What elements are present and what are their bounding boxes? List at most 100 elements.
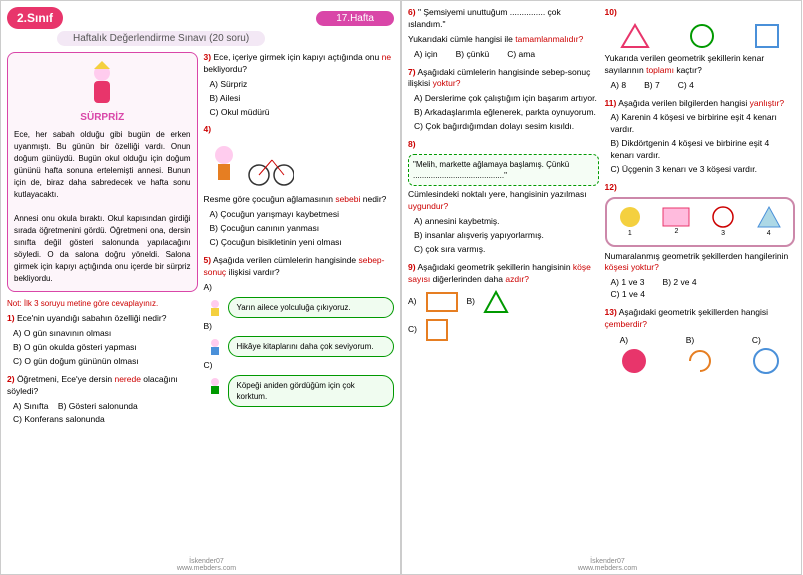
filled-circle-icon (618, 205, 642, 229)
q7-opt-a: A) Derslerime çok çalıştığım için başarı… (414, 93, 599, 105)
q13-opt-b: B) (686, 335, 714, 375)
q13-opt-c: C) (752, 335, 780, 375)
question-3: 3) Ece, içeriye girmek için kapıyı açtığ… (204, 52, 395, 118)
q12-opt-c: C) 1 ve 4 (611, 289, 796, 301)
filled-circle-icon (620, 347, 648, 375)
q11-opt-b: B) Dikdörtgenin 4 köşesi ve birbirine eş… (611, 138, 796, 162)
q13-num: 13) (605, 307, 617, 317)
story-text: Ece, her sabah olduğu gibi bugün de erke… (14, 129, 191, 285)
q3-opt-a: A) Sürpriz (210, 79, 395, 91)
q2-opt-a: A) Sınıfta B) Gösteri salonunda (13, 401, 198, 413)
q10-opt-b: B) 7 (644, 80, 660, 92)
q4-num: 4) (204, 124, 212, 134)
question-11: 11) Aşağıda verilen bilgilerden hangisi … (605, 98, 796, 176)
q9-opt-c: C) (408, 324, 417, 336)
circle-outline-icon (752, 347, 780, 375)
question-4: 4) Resme göre çocuğun ağlamasının sebebi… (204, 124, 395, 248)
filled-rect-icon (662, 207, 690, 227)
col-4: 10) Yukarıda verilen geometrik şekilleri… (605, 7, 796, 562)
q4-image (204, 140, 395, 190)
subtitle: Haftalık Değerlendirme Sınavı (20 soru) (57, 31, 265, 46)
story-box: SÜRPRİZ Ece, her sabah olduğu gibi bugün… (7, 52, 198, 292)
page-right: 6) " Şemsiyemi unuttuğum ...............… (401, 0, 802, 575)
question-5: 5) Aşağıda verilen cümlelerin hangisinde… (204, 255, 395, 407)
q6-num: 6) (408, 7, 416, 17)
child-icon (205, 376, 225, 396)
q6-opt-b: B) çünkü (456, 49, 490, 61)
footer-left: İskender07www.mebders.com (7, 558, 406, 572)
col-2: 3) Ece, içeriye girmek için kapıyı açtığ… (204, 52, 395, 562)
q8-num: 8) (408, 139, 416, 149)
q12-shapes: 1 2 3 4 (605, 197, 796, 247)
story-title: SÜRPRİZ (14, 111, 191, 125)
note: Not: İlk 3 soruyu metine göre cevaplayın… (7, 298, 198, 309)
q11-opt-a: A) Karenin 4 köşesi ve birbirine eşit 4 … (611, 112, 796, 136)
q12-opt-b: B) 2 ve 4 (663, 277, 697, 289)
q1-opt-b: B) O gün okulda gösteri yapması (13, 342, 198, 354)
filled-triangle-icon (756, 205, 782, 229)
q10-num: 10) (605, 7, 617, 17)
q9-opt-a: A) (408, 296, 417, 308)
q3-num: 3) (204, 52, 212, 62)
columns-right: 6) " Şemsiyemi unuttuğum ...............… (408, 7, 795, 562)
square-icon (425, 318, 449, 342)
q13-opt-a: A) (620, 335, 648, 375)
q5-num: 5) (204, 255, 212, 265)
q1-opt-a: A) O gün sınavının olması (13, 328, 198, 340)
q6-opt-c: C) ama (507, 49, 535, 61)
q8-opt-b: B) insanlar alışveriş yapıyorlarmış. (414, 230, 599, 242)
circle-icon (689, 23, 715, 49)
q7-num: 7) (408, 67, 416, 77)
q4-opt-a: A) Çocuğun yarışmayı kaybetmesi (210, 209, 395, 221)
q6-opt-a: A) için (414, 49, 438, 61)
q10-opt-c: C) 4 (678, 80, 694, 92)
q9-opt-b: B) (467, 296, 476, 308)
square-icon (754, 23, 780, 49)
q7-opt-c: C) Çok bağırdığımdan dolayı sesim kısıld… (414, 121, 599, 133)
q12-num: 12) (605, 182, 617, 192)
crying-boy-bike-icon (204, 140, 294, 190)
q5-opt-b: B)Hikâye kitaplarını daha çok seviyorum. (204, 321, 395, 357)
q12-opt-a: A) 1 ve 3 (611, 277, 645, 289)
rectangle-icon (425, 291, 459, 313)
col-1: SÜRPRİZ Ece, her sabah olduğu gibi bugün… (7, 52, 198, 562)
q4-opt-b: B) Çocuğun canının yanması (210, 223, 395, 235)
q7-opt-b: B) Arkadaşlarımla eğlenerek, parkta oynu… (414, 107, 599, 119)
q2-num: 2) (7, 374, 15, 384)
triangle-icon (483, 290, 509, 314)
question-6: 6) " Şemsiyemi unuttuğum ...............… (408, 7, 599, 61)
child-icon (205, 298, 225, 318)
q8-quote: "Melih, markette ağlamaya başlamış. Çünk… (408, 154, 599, 186)
columns-left: SÜRPRİZ Ece, her sabah olduğu gibi bugün… (7, 52, 394, 562)
col-3: 6) " Şemsiyemi unuttuğum ...............… (408, 7, 599, 562)
q1-text: Ece'nin uyandığı sabahın özelliği nedir? (17, 313, 167, 323)
q2-opt-c: C) Konferans salonunda (13, 414, 198, 426)
question-1: 1) Ece'nin uyandığı sabahın özelliği ned… (7, 313, 198, 368)
q9-num: 9) (408, 262, 416, 272)
q11-opt-c: C) Üçgenin 3 kenarı ve 3 köşesi vardır. (611, 164, 796, 176)
arc-icon (686, 347, 714, 375)
week-badge: 17.Hafta (316, 11, 394, 26)
page-left: 2.Sınıf 17.Hafta Haftalık Değerlendirme … (0, 0, 401, 575)
triangle-icon (620, 23, 650, 49)
q5-opt-c: C)Köpeği aniden gördüğüm için çok korktu… (204, 360, 395, 407)
question-13: 13) Aşağıdaki geometrik şekillerden hang… (605, 307, 796, 375)
q5-opt-a: A)Yarın ailece yolculuğa çıkıyoruz. (204, 282, 395, 318)
q8-opt-a: A) annesini kaybetmiş. (414, 216, 599, 228)
q10-opt-a: A) 8 (611, 80, 627, 92)
question-9: 9) Aşağıdaki geometrik şekillerin hangis… (408, 262, 599, 342)
princess-icon (82, 59, 122, 107)
q3-opt-b: B) Ailesi (210, 93, 395, 105)
q1-num: 1) (7, 313, 15, 323)
circle-outline-icon (711, 205, 735, 229)
question-12: 12) 1 2 3 4 Numaralanmış geometrik şekil… (605, 182, 796, 301)
footer-right: İskender07www.mebders.com (408, 558, 803, 572)
question-10: 10) Yukarıda verilen geometrik şekilleri… (605, 7, 796, 92)
q3-opt-c: C) Okul müdürü (210, 107, 395, 119)
q1-opt-c: C) O gün doğum gününün olması (13, 356, 198, 368)
q8-opt-c: C) çok sıra varmış. (414, 244, 599, 256)
q4-opt-c: C) Çocuğun bisikletinin yeni olması (210, 237, 395, 249)
q11-num: 11) (605, 98, 617, 108)
header: 2.Sınıf 17.Hafta (7, 7, 394, 29)
child-icon (205, 337, 225, 357)
